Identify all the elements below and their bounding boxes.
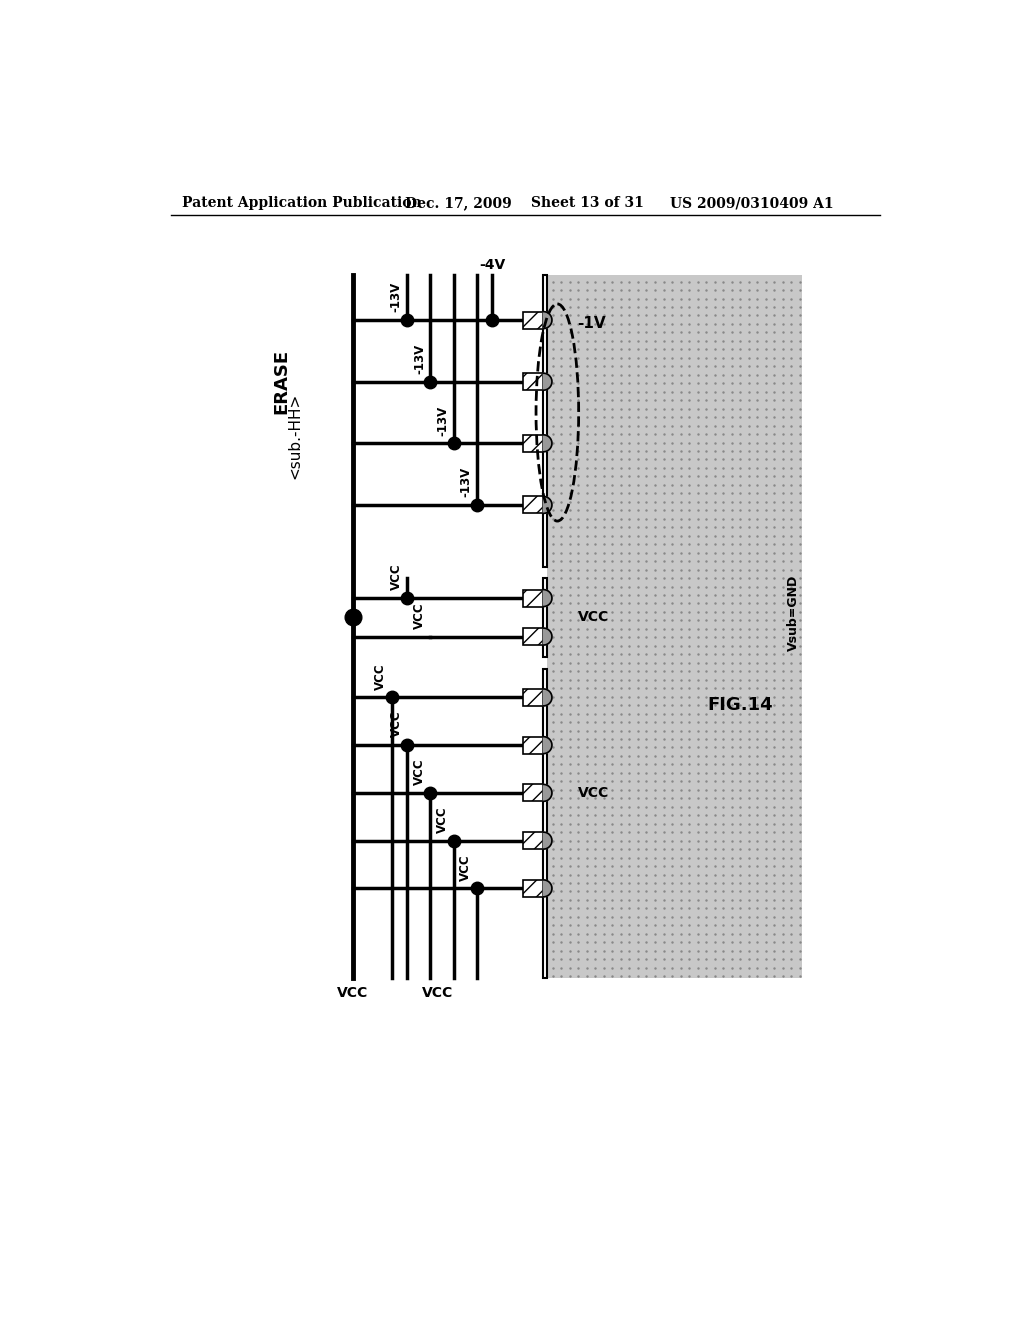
Bar — [544, 578, 547, 657]
Bar — [544, 276, 547, 566]
Polygon shape — [544, 737, 552, 754]
Bar — [523, 737, 544, 754]
Polygon shape — [544, 689, 552, 706]
Bar — [523, 689, 544, 706]
Polygon shape — [544, 374, 552, 391]
Text: VCC: VCC — [578, 610, 608, 624]
Polygon shape — [544, 784, 552, 801]
Text: VCC: VCC — [460, 854, 472, 880]
Text: -13V: -13V — [460, 467, 472, 498]
Text: Dec. 17, 2009: Dec. 17, 2009 — [406, 197, 512, 210]
Bar — [523, 832, 544, 849]
Text: ERASE: ERASE — [272, 348, 291, 414]
Text: -13V: -13V — [436, 405, 450, 436]
Text: VCC: VCC — [337, 986, 369, 1001]
Bar — [523, 628, 544, 645]
Polygon shape — [544, 590, 552, 607]
Polygon shape — [544, 832, 552, 849]
Text: -13V: -13V — [390, 282, 402, 313]
Text: US 2009/0310409 A1: US 2009/0310409 A1 — [671, 197, 835, 210]
Bar — [523, 312, 544, 329]
Text: -1V: -1V — [578, 317, 606, 331]
Text: Vsub=GND: Vsub=GND — [786, 574, 800, 651]
Bar — [523, 496, 544, 513]
Text: VCC: VCC — [390, 564, 402, 590]
Bar — [523, 434, 544, 451]
Bar — [544, 669, 547, 978]
Text: VCC: VCC — [413, 759, 426, 785]
Polygon shape — [544, 434, 552, 451]
Text: VCC: VCC — [436, 807, 450, 833]
Text: -4V: -4V — [479, 259, 506, 272]
Bar — [523, 880, 544, 896]
Text: -13V: -13V — [413, 343, 426, 374]
Text: VCC: VCC — [374, 663, 387, 689]
Bar — [523, 374, 544, 391]
Polygon shape — [544, 496, 552, 513]
Text: VCC: VCC — [422, 986, 454, 1001]
Text: Patent Application Publication: Patent Application Publication — [182, 197, 422, 210]
Text: VCC: VCC — [578, 785, 608, 800]
Bar — [547, 276, 802, 978]
Polygon shape — [544, 312, 552, 329]
Text: Sheet 13 of 31: Sheet 13 of 31 — [531, 197, 644, 210]
Bar — [523, 784, 544, 801]
Text: <sub.-HH>: <sub.-HH> — [287, 392, 302, 479]
Text: VCC: VCC — [413, 602, 426, 628]
Text: FIG.14: FIG.14 — [708, 696, 773, 714]
Polygon shape — [544, 880, 552, 896]
Polygon shape — [544, 628, 552, 645]
Text: VCC: VCC — [390, 710, 402, 738]
Bar — [523, 590, 544, 607]
